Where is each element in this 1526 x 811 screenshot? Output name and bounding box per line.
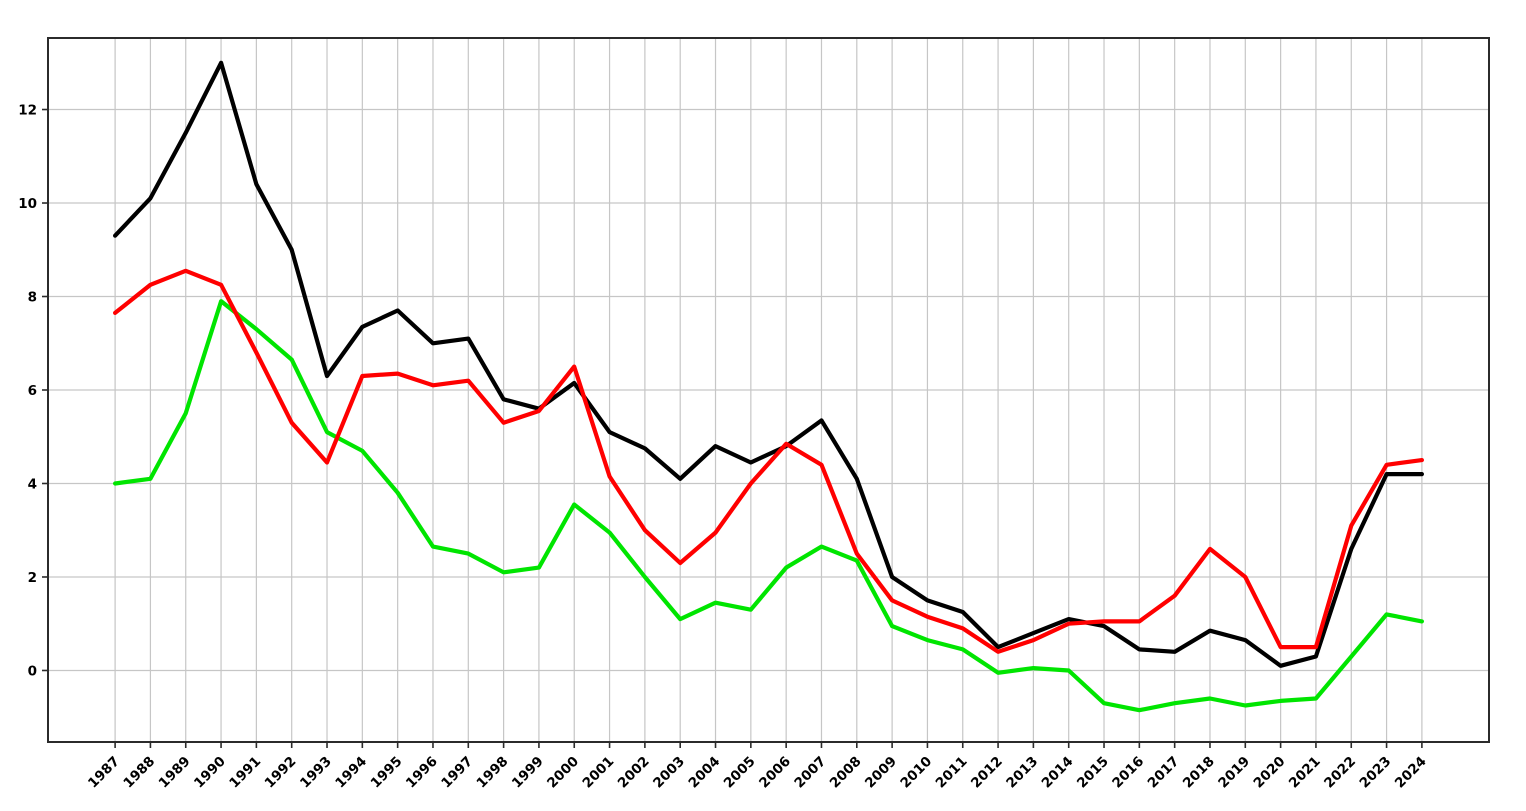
y-tick-label: 0 [28,663,37,679]
series-lines [112,60,1425,713]
y-tick-label: 2 [28,570,37,586]
y-axis: 0 2 4 6 8 10 12 [18,103,48,679]
y-tick-label: 6 [28,383,37,399]
series-line-black-series [112,60,1425,668]
y-tick-label: 12 [18,103,37,119]
y-tick-label: 10 [18,196,37,212]
y-tick-label: 4 [28,476,37,492]
series-line-green-series [112,299,1425,713]
y-tick-label: 8 [28,290,37,306]
series-line-red-series [112,268,1425,654]
